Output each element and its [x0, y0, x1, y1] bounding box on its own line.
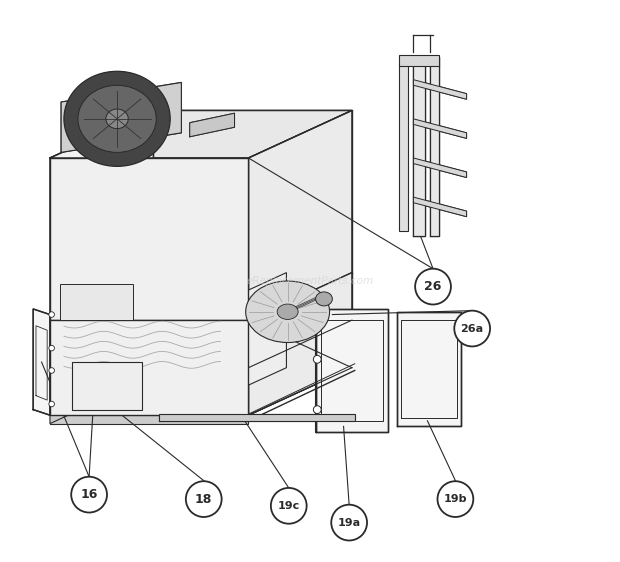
- Polygon shape: [414, 80, 467, 99]
- Polygon shape: [397, 312, 461, 427]
- Polygon shape: [60, 284, 133, 320]
- Polygon shape: [414, 57, 425, 236]
- Ellipse shape: [64, 71, 171, 166]
- Circle shape: [271, 488, 307, 524]
- Ellipse shape: [246, 281, 330, 342]
- Text: 26: 26: [424, 280, 441, 293]
- Polygon shape: [33, 309, 50, 415]
- Polygon shape: [399, 63, 408, 230]
- Circle shape: [49, 312, 55, 318]
- Text: 19a: 19a: [337, 518, 361, 528]
- Polygon shape: [73, 362, 142, 410]
- Ellipse shape: [316, 292, 332, 306]
- Polygon shape: [414, 158, 467, 178]
- Text: 19c: 19c: [278, 501, 300, 511]
- Polygon shape: [50, 158, 249, 320]
- Ellipse shape: [78, 85, 156, 152]
- Polygon shape: [50, 303, 86, 415]
- Text: eReplacementParts.com: eReplacementParts.com: [246, 276, 374, 286]
- Polygon shape: [414, 119, 467, 138]
- Polygon shape: [430, 57, 438, 236]
- Circle shape: [454, 311, 490, 346]
- Ellipse shape: [277, 304, 298, 319]
- Circle shape: [71, 477, 107, 513]
- Circle shape: [49, 368, 55, 373]
- Polygon shape: [316, 309, 388, 432]
- Polygon shape: [159, 414, 355, 421]
- Polygon shape: [50, 320, 249, 415]
- Polygon shape: [50, 111, 352, 158]
- Polygon shape: [50, 273, 153, 415]
- Polygon shape: [61, 83, 182, 152]
- Polygon shape: [50, 368, 153, 424]
- Circle shape: [313, 406, 321, 414]
- Circle shape: [49, 345, 55, 351]
- Polygon shape: [50, 415, 249, 424]
- Polygon shape: [190, 113, 234, 137]
- Circle shape: [438, 481, 473, 517]
- Ellipse shape: [106, 109, 128, 129]
- Polygon shape: [183, 273, 286, 415]
- Polygon shape: [399, 55, 438, 66]
- Text: 26a: 26a: [461, 324, 484, 333]
- Circle shape: [186, 481, 221, 517]
- Polygon shape: [153, 273, 352, 368]
- Polygon shape: [50, 368, 352, 415]
- Polygon shape: [120, 273, 223, 415]
- Circle shape: [49, 401, 55, 407]
- Circle shape: [313, 355, 321, 363]
- Text: 16: 16: [81, 488, 98, 501]
- Circle shape: [415, 269, 451, 305]
- Polygon shape: [414, 197, 467, 217]
- Polygon shape: [249, 111, 352, 320]
- Text: 19b: 19b: [444, 494, 467, 504]
- Polygon shape: [249, 273, 352, 415]
- Text: 18: 18: [195, 493, 213, 506]
- Polygon shape: [50, 111, 153, 320]
- Circle shape: [331, 505, 367, 541]
